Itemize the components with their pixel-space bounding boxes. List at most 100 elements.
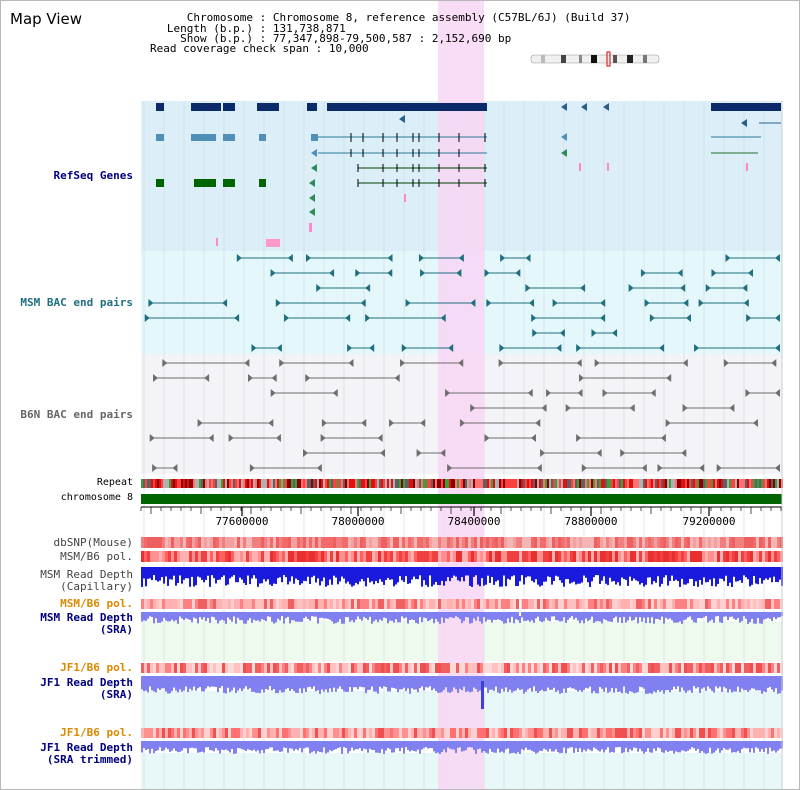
msm-pol-cell xyxy=(561,551,564,562)
jf1-sra-depth-bar xyxy=(251,676,253,692)
jf1-trim-depth-bar xyxy=(529,741,531,750)
msm-capillary-depth-bar xyxy=(617,567,619,583)
msm-capillary-depth-bar xyxy=(141,567,143,587)
msm-pol-cell xyxy=(489,551,492,562)
msm-capillary-depth-bar xyxy=(169,567,171,580)
jf1-pol-cell xyxy=(153,663,156,673)
repeat-mark xyxy=(431,479,433,488)
jf1-pol-cell xyxy=(735,663,738,673)
jf1-sra-depth-bar xyxy=(349,676,351,688)
msm-pol2-cell xyxy=(654,599,657,609)
label-refseq-genes[interactable]: RefSeq Genes xyxy=(53,169,133,182)
msm-bac-pair-end xyxy=(405,299,411,307)
msm-bac-pair-end xyxy=(470,299,476,307)
jf1-sra-depth-bar xyxy=(559,676,561,694)
jf1-sra-depth-bar xyxy=(417,676,419,693)
repeat-mark xyxy=(157,479,159,488)
b6n-bac-pair-end xyxy=(682,404,688,412)
msm-sra-depth-bar xyxy=(545,612,547,618)
msm-capillary-depth-bar xyxy=(343,567,345,579)
jf1-trim-depth-bar xyxy=(393,741,395,753)
jf1-pol2-cell xyxy=(213,728,216,738)
msm-sra-depth-bar xyxy=(303,612,305,619)
jf1-pol2-cell xyxy=(324,728,327,738)
jf1-trim-depth-bar xyxy=(537,741,539,753)
repeat-mark xyxy=(213,479,215,488)
jf1-trim-depth-bar xyxy=(155,741,157,752)
msm-sra-depth-bar xyxy=(199,612,201,618)
msm-sra-depth-bar xyxy=(761,612,763,624)
jf1-sra-depth-bar xyxy=(205,676,207,689)
msm-capillary-depth-bar xyxy=(415,567,417,580)
repeat-mark xyxy=(223,479,225,488)
repeat-mark xyxy=(327,479,329,488)
jf1-trim-depth-bar xyxy=(391,741,393,753)
msm-pol-cell xyxy=(525,551,528,562)
jf1-pol2-cell xyxy=(687,728,690,738)
msm-pol-cell xyxy=(351,551,354,562)
msm-pol-cell xyxy=(180,551,183,562)
b6n-bac-pair-end xyxy=(577,389,583,397)
repeat-mark xyxy=(455,479,457,488)
gene-mark xyxy=(266,239,280,247)
msm-sra-depth-bar xyxy=(669,612,671,619)
jf1-pol2-cell xyxy=(195,728,198,738)
label-msm-bac-end-pairs[interactable]: MSM BAC end pairs xyxy=(20,296,133,309)
jf1-sra-depth-bar xyxy=(197,676,199,689)
msm-sra-depth-bar xyxy=(625,612,627,623)
msm-pol-cell xyxy=(702,551,705,562)
jf1-sra-depth-bar xyxy=(527,676,529,690)
dbsnp-cell xyxy=(396,537,399,548)
repeat-mark xyxy=(457,479,459,488)
msm-bac-pair-end xyxy=(576,344,582,352)
jf1-pol-cell xyxy=(657,663,660,673)
repeat-mark xyxy=(425,479,427,488)
jf1-sra-depth-bar xyxy=(277,676,279,694)
msm-pol2-cell xyxy=(549,599,552,609)
msm-pol-cell xyxy=(255,551,258,562)
chromosome-info: Chromosome : Chromosome 8, reference ass… xyxy=(150,12,631,23)
dbsnp-cell xyxy=(399,537,402,548)
msm-bac-pair-end xyxy=(484,269,490,277)
msm-capillary-depth-bar xyxy=(717,567,719,584)
dbsnp-cell xyxy=(429,537,432,548)
jf1-sra-depth-bar xyxy=(401,676,403,690)
msm-sra-depth-bar xyxy=(685,612,687,620)
msm-pol-cell xyxy=(633,551,636,562)
msm-capillary-depth-bar xyxy=(177,567,179,584)
repeat-mark xyxy=(505,479,507,488)
msm-sra-depth-bar xyxy=(383,612,385,618)
jf1-sra-depth-bar xyxy=(519,676,521,691)
jf1-pol-cell xyxy=(720,663,723,673)
label-b6n-bac-end-pairs[interactable]: B6N BAC end pairs xyxy=(20,408,133,421)
msm-sra-depth-bar xyxy=(723,612,725,617)
dbsnp-cell xyxy=(417,537,420,548)
jf1-sra-depth-bar xyxy=(287,676,289,689)
jf1-sra-depth-bar xyxy=(665,676,667,691)
jf1-trim-depth-bar xyxy=(703,741,705,753)
dbsnp-cell xyxy=(336,537,339,548)
repeat-mark xyxy=(189,479,191,488)
jf1-pol-cell xyxy=(246,663,249,673)
dbsnp-cell xyxy=(636,537,639,548)
msm-bac-pair-end xyxy=(234,314,240,322)
msm-sra-depth-bar xyxy=(463,612,465,621)
b6n-bac-pair-end xyxy=(594,359,600,367)
msm-capillary-depth-bar xyxy=(361,567,363,580)
msm-pol2-cell xyxy=(195,599,198,609)
jf1-sra-depth-bar xyxy=(453,676,455,688)
msm-pol-cell xyxy=(219,551,222,562)
jf1-sra-depth-bar xyxy=(457,676,459,693)
msm-pol-cell xyxy=(288,551,291,562)
msm-pol-cell xyxy=(573,551,576,562)
msm-pol-cell xyxy=(513,551,516,562)
msm-pol-cell xyxy=(522,551,525,562)
axis-tick-label: 78400000 xyxy=(447,515,501,528)
jf1-trim-depth-bar xyxy=(207,741,209,748)
dbsnp-cell xyxy=(363,537,366,548)
jf1-pol-cell xyxy=(255,663,258,673)
dbsnp-cell xyxy=(519,537,522,548)
msm-pol-cell xyxy=(438,551,441,562)
msm-pol2-cell xyxy=(675,599,678,609)
